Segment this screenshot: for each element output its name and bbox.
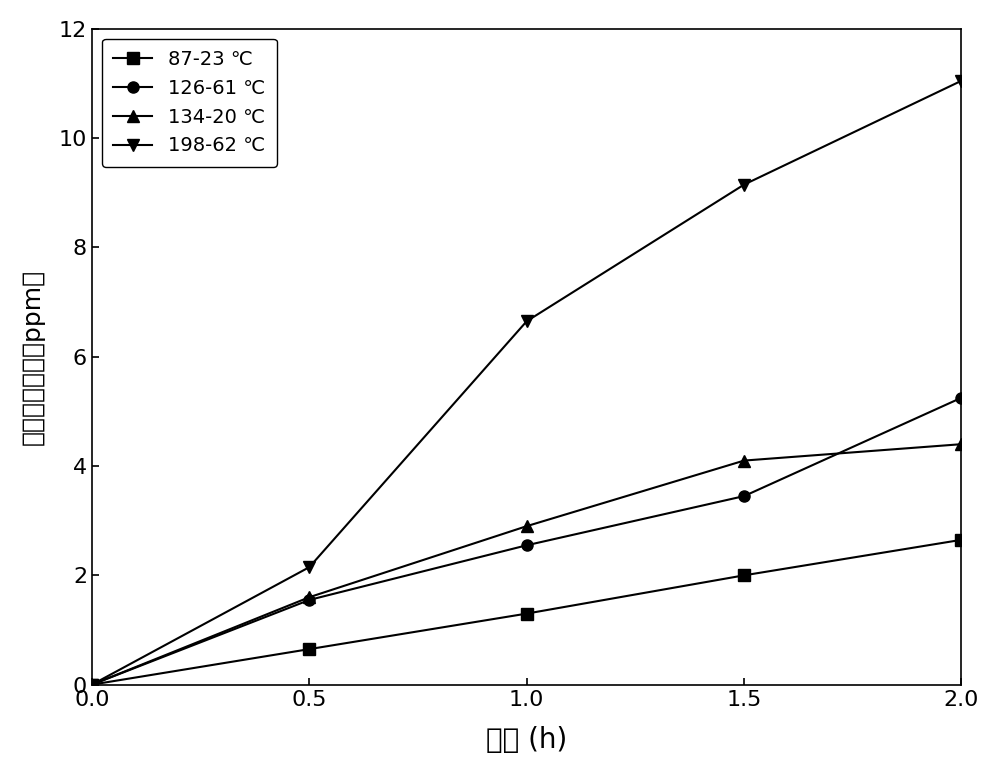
126-61 ℃ <box>955 393 967 402</box>
126-61 ℃ <box>521 541 533 550</box>
Line: 126-61 ℃: 126-61 ℃ <box>86 392 967 691</box>
Y-axis label: 一氧化碗浓度（ppm）: 一氧化碗浓度（ppm） <box>21 269 45 445</box>
87-23 ℃ <box>521 609 533 618</box>
134-20 ℃ <box>738 456 750 465</box>
198-62 ℃ <box>521 316 533 326</box>
198-62 ℃ <box>955 76 967 85</box>
134-20 ℃ <box>86 680 98 689</box>
134-20 ℃ <box>521 522 533 531</box>
134-20 ℃ <box>955 439 967 449</box>
Line: 87-23 ℃: 87-23 ℃ <box>86 534 967 691</box>
87-23 ℃ <box>955 536 967 545</box>
198-62 ℃ <box>738 180 750 189</box>
126-61 ℃ <box>738 491 750 501</box>
Line: 198-62 ℃: 198-62 ℃ <box>86 75 967 691</box>
Legend: 87-23 ℃, 126-61 ℃, 134-20 ℃, 198-62 ℃: 87-23 ℃, 126-61 ℃, 134-20 ℃, 198-62 ℃ <box>102 39 277 167</box>
126-61 ℃ <box>303 595 315 604</box>
87-23 ℃ <box>738 570 750 580</box>
134-20 ℃ <box>303 593 315 602</box>
126-61 ℃ <box>86 680 98 689</box>
X-axis label: 时间 (h): 时间 (h) <box>486 726 567 754</box>
Line: 134-20 ℃: 134-20 ℃ <box>86 439 967 691</box>
87-23 ℃ <box>86 680 98 689</box>
198-62 ℃ <box>303 563 315 572</box>
198-62 ℃ <box>86 680 98 689</box>
87-23 ℃ <box>303 645 315 654</box>
